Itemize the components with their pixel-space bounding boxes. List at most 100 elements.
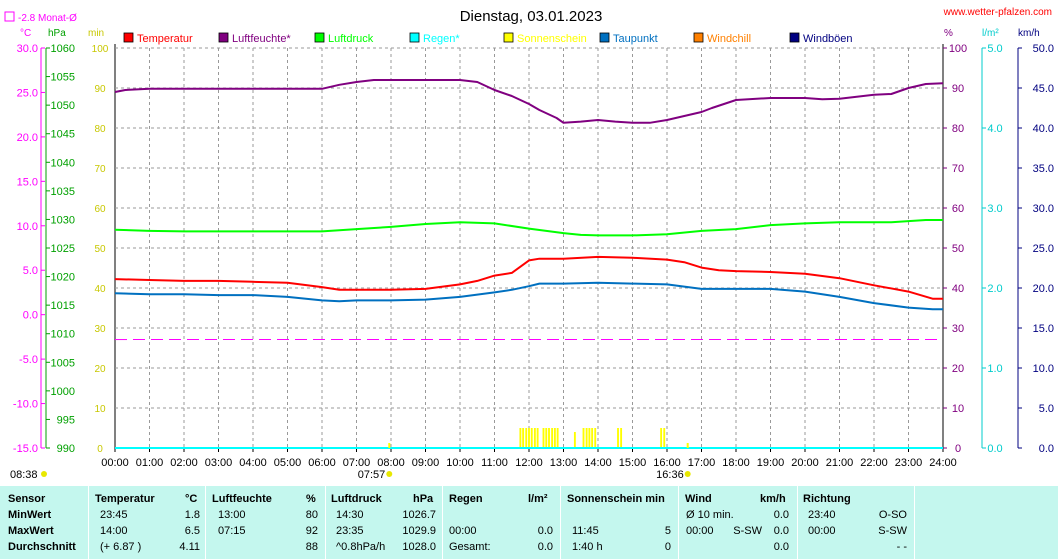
sunshine-bar <box>663 428 666 448</box>
press-tick-label: 1020 <box>51 272 75 284</box>
sunshine-bar <box>582 428 585 448</box>
sunshine-bar <box>533 428 536 448</box>
x-tick-label: 04:00 <box>239 457 267 469</box>
hum-tick-label: 90 <box>952 83 964 95</box>
monthavg-marker <box>4 11 15 22</box>
press-tick-label: 1040 <box>51 157 75 169</box>
sunshine-bar <box>525 428 528 448</box>
stat-cell-sun-v: 0 <box>664 541 671 553</box>
legend-label: Luftfeuchte* <box>232 33 291 45</box>
stat-cell-dir-v: - - <box>896 541 907 553</box>
hum-tick-label: 40 <box>952 283 964 295</box>
press-tick-label: 1010 <box>51 329 75 341</box>
hum-tick-label: 70 <box>952 163 964 175</box>
site-link[interactable]: www.wetter-pfalzen.com <box>943 7 1052 18</box>
hum-tick-label: 80 <box>952 123 964 135</box>
wind-tick-label: 10.0 <box>1033 363 1054 375</box>
unit-hum: % <box>944 28 953 39</box>
x-tick-label: 17:00 <box>688 457 716 469</box>
sun-tick-label: 80 <box>94 124 106 135</box>
series-line-taupunkt <box>114 281 943 311</box>
stat-cell-label: Durchschnitt <box>8 541 76 553</box>
sunshine-bar <box>573 432 576 448</box>
x-tick-label: 07:00 <box>343 457 371 469</box>
stat-cell-hum-v: 88 <box>305 541 318 553</box>
stat-cell-sun-v: 5 <box>664 525 671 537</box>
plot-area: 07:57 16:36 08:38 <box>10 79 944 481</box>
x-tick-label: 16:00 <box>653 457 681 469</box>
temp-tick-label: 15.0 <box>17 176 38 188</box>
sunshine-bar <box>617 428 619 448</box>
wind-tick-label: 45.0 <box>1033 83 1054 95</box>
rain-tick-label: 5.0 <box>987 43 1002 55</box>
legend-label: Sonnenschein <box>517 33 587 45</box>
legend-label: Windchill <box>707 33 751 45</box>
x-tick-label: 12:00 <box>515 457 543 469</box>
sun-tick-label: 60 <box>94 204 106 215</box>
sun-tick-label: 20 <box>94 364 106 375</box>
sunshine-bar <box>591 428 594 448</box>
sunrise-label: 08:38 <box>10 469 38 481</box>
stat-cell-sun-t: 11:45 <box>572 525 599 537</box>
stat-cell-temp-v: 1.8 <box>184 509 200 521</box>
monthavg-label: -2.8 Monat-Ø <box>18 13 77 24</box>
sun-tick-label: 100 <box>92 44 109 55</box>
header-humidity-unit: % <box>306 493 316 505</box>
stat-cell-temp-v: 6.5 <box>184 525 200 537</box>
legend-swatch <box>693 32 704 43</box>
sun-tick-label: 90 <box>94 84 106 95</box>
wind-tick-label: 50.0 <box>1033 43 1054 55</box>
column-divider <box>914 486 915 559</box>
stat-cell-dir-v: S-SW <box>878 525 907 537</box>
sunshine-bar <box>519 428 522 448</box>
column-divider <box>678 486 679 559</box>
legend-label: Taupunkt <box>613 33 658 45</box>
sunshine-bar <box>553 428 556 448</box>
wind-tick-label: 40.0 <box>1033 123 1054 135</box>
rain-tick-label: 1.0 <box>987 363 1002 375</box>
wind-tick-label: 25.0 <box>1033 243 1054 255</box>
stat-cell-hum-v: 80 <box>305 509 318 521</box>
stat-cell-wind-v: 0.0 <box>773 541 789 553</box>
sunrise-icon <box>41 471 47 477</box>
legend-swatch <box>218 32 229 43</box>
unit-press: hPa <box>48 28 66 39</box>
x-tick-label: 01:00 <box>136 457 164 469</box>
stat-cell-label: MaxWert <box>8 525 54 537</box>
rain-tick-label: 4.0 <box>987 123 1002 135</box>
press-tick-label: 1005 <box>51 357 75 369</box>
legend-swatch <box>503 32 514 43</box>
wind-tick-label: 30.0 <box>1033 203 1054 215</box>
chart-legend: Temperatur Luftfeuchte* Luftdruck Regen* Son… <box>123 32 853 45</box>
sunset-label: 16:36 <box>656 469 684 481</box>
series-line-luftfeuchte <box>114 79 944 124</box>
legend-swatch <box>314 32 325 43</box>
sunshine-bar <box>522 428 525 448</box>
x-tick-label: 11:00 <box>481 457 508 469</box>
x-tick-label: 10:00 <box>446 457 474 469</box>
x-tick-label: 22:00 <box>860 457 888 469</box>
header-pressure-unit: hPa <box>413 493 434 505</box>
sunshine-bar <box>542 428 545 448</box>
press-tick-label: 1060 <box>51 43 75 55</box>
column-divider <box>205 486 206 559</box>
legend-swatch <box>789 32 800 43</box>
sunset-icon <box>684 471 691 477</box>
stat-cell-press-v: 1029.9 <box>402 525 436 537</box>
temp-tick-label: 5.0 <box>23 265 38 277</box>
stat-cell-rain-v: 0.0 <box>537 525 553 537</box>
series-line-luftdruck <box>114 219 943 237</box>
header-humidity: Luftfeuchte <box>212 493 272 505</box>
stat-cell-dir-t: 00:00 <box>808 525 836 537</box>
wind-tick-label: 20.0 <box>1033 283 1054 295</box>
hum-tick-label: 20 <box>952 363 964 375</box>
stat-cell-press-t: ^0.8hPa/h <box>336 541 386 553</box>
press-tick-label: 990 <box>57 443 75 455</box>
stat-cell-rain-t: Gesamt: <box>449 541 491 553</box>
header-wind-unit: km/h <box>760 493 786 505</box>
press-tick-label: 1015 <box>51 300 75 312</box>
rain-tick-label: 0.0 <box>987 443 1002 455</box>
stat-cell-wind-t: 00:00 <box>686 525 714 537</box>
header-pressure: Luftdruck <box>331 493 382 505</box>
chart-title: Dienstag, 03.01.2023 <box>460 8 603 25</box>
